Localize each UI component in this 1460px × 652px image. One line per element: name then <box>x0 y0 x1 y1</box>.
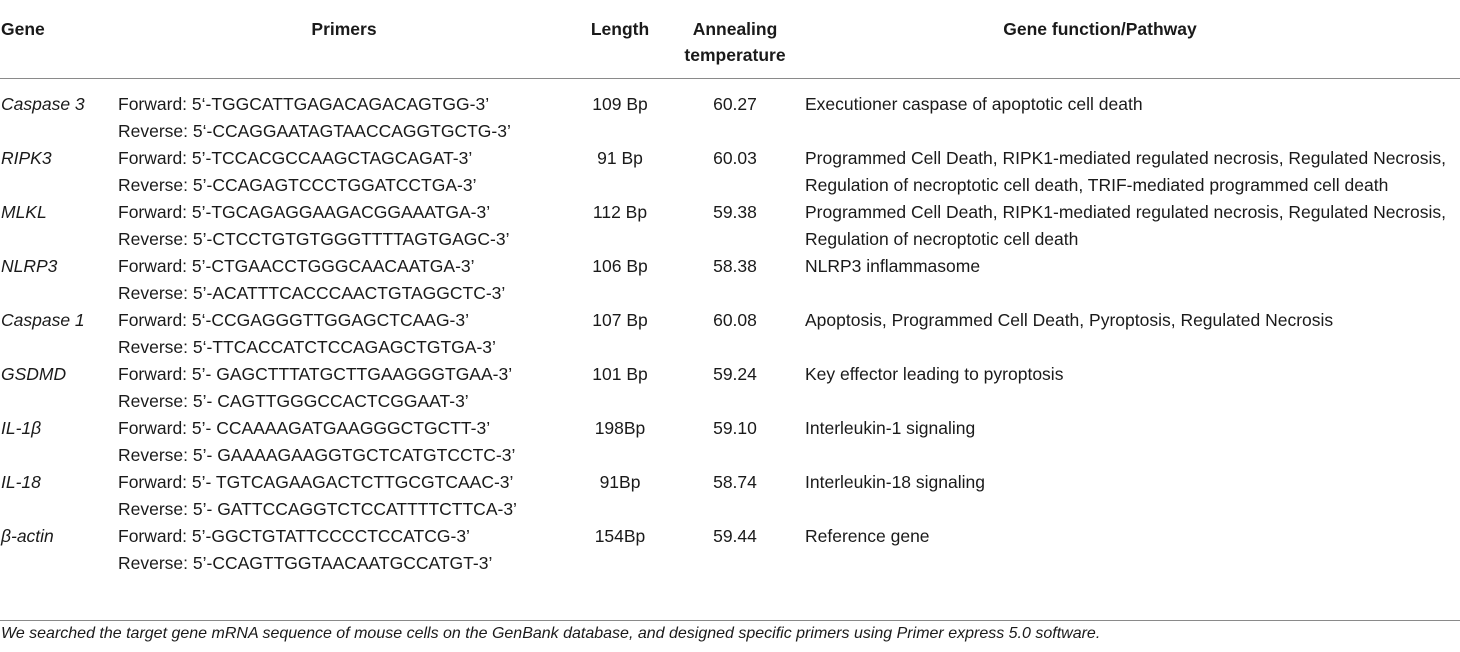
gene-function: NLRP3 inflammasome <box>805 256 981 276</box>
primer-pair: Forward: 5’- CCAAAAGATGAAGGGCTGCTT-3’ Re… <box>118 415 570 469</box>
forward-primer: Forward: 5’-TCCACGCCAAGCTAGCAGAT-3’ <box>118 148 473 168</box>
primer-pair: Forward: 5’- TGTCAGAAGACTCTTGCGTCAAC-3’ … <box>118 469 570 523</box>
reverse-primer: Reverse: 5’-CCAGAGTCCCTGGATCCTGA-3’ <box>118 175 477 195</box>
table-row: MLKL Forward: 5’-TGCAGAGGAAGACGGAAATGA-3… <box>0 199 1460 253</box>
header-primers: Primers <box>118 0 570 79</box>
forward-primer: Forward: 5’- TGTCAGAAGACTCTTGCGTCAAC-3’ <box>118 472 514 492</box>
annealing-temperature: 58.38 <box>713 256 757 276</box>
header-gene-function: Gene function/Pathway <box>800 0 1460 79</box>
header-length: Length <box>570 0 670 79</box>
primer-pair: Forward: 5’-GGCTGTATTCCCCTCCATCG-3’ Reve… <box>118 523 570 577</box>
table-body: Caspase 3 Forward: 5‘-TGGCATTGAGACAGACAG… <box>0 79 1460 578</box>
amplicon-length: 154Bp <box>594 526 646 546</box>
gene-name: Caspase 3 <box>1 94 85 114</box>
reverse-primer: Reverse: 5’-ACATTTCACCCAACTGTAGGCTC-3’ <box>118 283 506 303</box>
reverse-primer: Reverse: 5’-CCAGTTGGTAACAATGCCATGT-3’ <box>118 553 493 573</box>
annealing-temperature: 60.03 <box>713 148 757 168</box>
forward-primer: Forward: 5’- CCAAAAGATGAAGGGCTGCTT-3’ <box>118 418 491 438</box>
gene-name: NLRP3 <box>1 256 58 276</box>
annealing-temperature: 60.08 <box>713 310 757 330</box>
annealing-temperature: 58.74 <box>713 472 757 492</box>
amplicon-length: 91Bp <box>599 472 641 492</box>
forward-primer: Forward: 5’-GGCTGTATTCCCCTCCATCG-3’ <box>118 526 470 546</box>
reverse-primer: Reverse: 5’-CTCCTGTGTGGGTTTTAGTGAGC-3’ <box>118 229 510 249</box>
table-bottom-rule <box>0 620 1460 621</box>
reverse-primer: Reverse: 5’- CAGTTGGGCCACTCGGAAT-3’ <box>118 391 469 411</box>
annealing-temperature: 59.44 <box>713 526 757 546</box>
table-row: IL-1β Forward: 5’- CCAAAAGATGAAGGGCTGCTT… <box>0 415 1460 469</box>
table-header: Gene Primers Length Annealing temperatur… <box>0 0 1460 79</box>
reverse-primer: Reverse: 5‘-CCAGGAATAGTAACCAGGTGCTG-3’ <box>118 121 511 141</box>
annealing-temperature: 59.24 <box>713 364 757 384</box>
table-row: Caspase 3 Forward: 5‘-TGGCATTGAGACAGACAG… <box>0 79 1460 146</box>
gene-name: MLKL <box>1 202 47 222</box>
gene-name: RIPK3 <box>1 148 52 168</box>
table-row: IL-18 Forward: 5’- TGTCAGAAGACTCTTGCGTCA… <box>0 469 1460 523</box>
table-row: Caspase 1 Forward: 5‘-CCGAGGGTTGGAGCTCAA… <box>0 307 1460 361</box>
forward-primer: Forward: 5‘-TGGCATTGAGACAGACAGTGG-3’ <box>118 94 490 114</box>
primer-pair: Forward: 5’-TCCACGCCAAGCTAGCAGAT-3’ Reve… <box>118 145 570 199</box>
amplicon-length: 91 Bp <box>597 148 643 168</box>
header-annealing-line2: temperature <box>684 45 786 65</box>
gene-function: Apoptosis, Programmed Cell Death, Pyropt… <box>805 310 1334 330</box>
primer-table: Gene Primers Length Annealing temperatur… <box>0 0 1460 578</box>
gene-function: Programmed Cell Death, RIPK1-mediated re… <box>805 148 1446 195</box>
amplicon-length: 198Bp <box>594 418 646 438</box>
primer-pair: Forward: 5’-CTGAACCTGGGCAACAATGA-3’ Reve… <box>118 253 570 307</box>
primer-pair: Forward: 5’- GAGCTTTATGCTTGAAGGGTGAA-3’ … <box>118 361 570 415</box>
gene-name: GSDMD <box>1 364 67 384</box>
primer-table-container: Gene Primers Length Annealing temperatur… <box>0 0 1460 578</box>
gene-function: Key effector leading to pyroptosis <box>805 364 1064 384</box>
gene-name: β-actin <box>1 526 54 546</box>
reverse-primer: Reverse: 5‘-TTCACCATCTCCAGAGCTGTGA-3’ <box>118 337 496 357</box>
gene-name: IL-18 <box>1 472 41 492</box>
reverse-primer: Reverse: 5’- GATTCCAGGTCTCCATTTTCTTCA-3’ <box>118 499 517 519</box>
primer-pair: Forward: 5‘-TGGCATTGAGACAGACAGTGG-3’ Rev… <box>118 79 570 146</box>
amplicon-length: 101 Bp <box>592 364 648 384</box>
gene-function: Interleukin-1 signaling <box>805 418 976 438</box>
gene-name: Caspase 1 <box>1 310 85 330</box>
amplicon-length: 107 Bp <box>592 310 648 330</box>
header-row: Gene Primers Length Annealing temperatur… <box>0 0 1460 79</box>
forward-primer: Forward: 5’- GAGCTTTATGCTTGAAGGGTGAA-3’ <box>118 364 513 384</box>
header-annealing-temperature: Annealing temperature <box>670 0 800 79</box>
gene-function: Interleukin-18 signaling <box>805 472 985 492</box>
header-annealing-line1: Annealing <box>692 19 778 39</box>
reverse-primer: Reverse: 5’- GAAAAGAAGGTGCTCATGTCCTC-3’ <box>118 445 516 465</box>
table-row: NLRP3 Forward: 5’-CTGAACCTGGGCAACAATGA-3… <box>0 253 1460 307</box>
table-row: β-actin Forward: 5’-GGCTGTATTCCCCTCCATCG… <box>0 523 1460 577</box>
gene-function: Executioner caspase of apoptotic cell de… <box>805 94 1143 114</box>
primer-pair: Forward: 5’-TGCAGAGGAAGACGGAAATGA-3’ Rev… <box>118 199 570 253</box>
amplicon-length: 106 Bp <box>592 256 648 276</box>
primer-pair: Forward: 5‘-CCGAGGGTTGGAGCTCAAG-3’ Rever… <box>118 307 570 361</box>
annealing-temperature: 60.27 <box>713 94 757 114</box>
table-footnote: We searched the target gene mRNA sequenc… <box>1 625 1101 642</box>
table-row: GSDMD Forward: 5’- GAGCTTTATGCTTGAAGGGTG… <box>0 361 1460 415</box>
gene-name: IL-1β <box>1 418 42 438</box>
amplicon-length: 112 Bp <box>592 202 648 222</box>
header-gene: Gene <box>0 0 118 79</box>
gene-function: Reference gene <box>805 526 930 546</box>
forward-primer: Forward: 5‘-CCGAGGGTTGGAGCTCAAG-3’ <box>118 310 470 330</box>
forward-primer: Forward: 5’-CTGAACCTGGGCAACAATGA-3’ <box>118 256 475 276</box>
gene-function: Programmed Cell Death, RIPK1-mediated re… <box>805 202 1446 249</box>
annealing-temperature: 59.10 <box>713 418 757 438</box>
forward-primer: Forward: 5’-TGCAGAGGAAGACGGAAATGA-3’ <box>118 202 491 222</box>
amplicon-length: 109 Bp <box>592 94 648 114</box>
annealing-temperature: 59.38 <box>713 202 757 222</box>
table-row: RIPK3 Forward: 5’-TCCACGCCAAGCTAGCAGAT-3… <box>0 145 1460 199</box>
